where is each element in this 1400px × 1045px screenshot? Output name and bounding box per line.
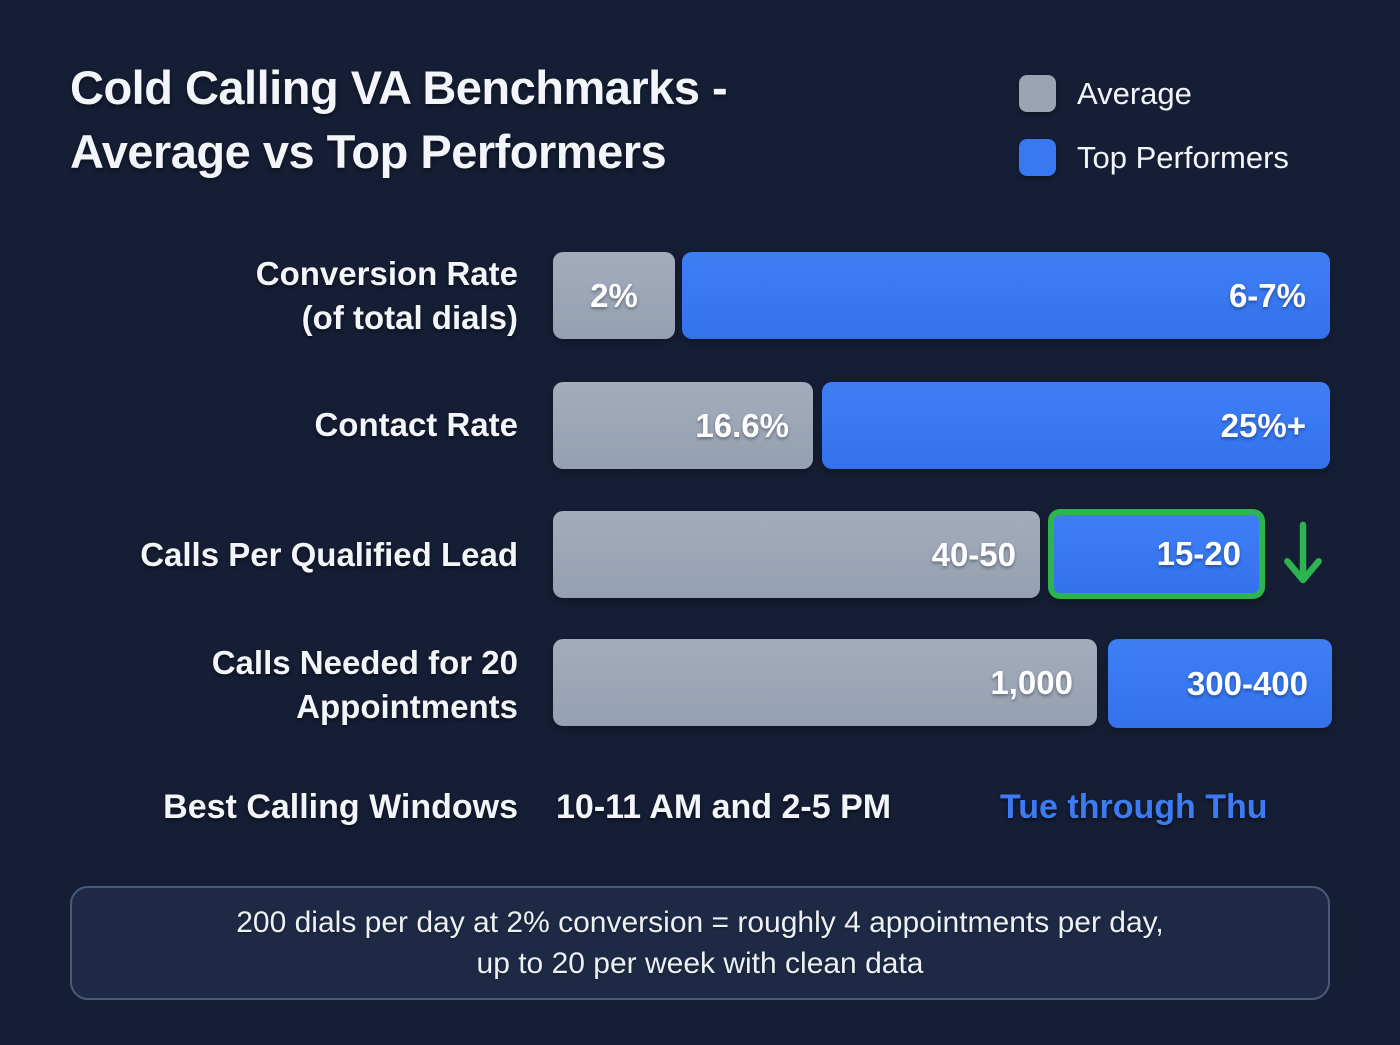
best-calling-windows-hours: 10-11 AM and 2-5 PM	[556, 787, 892, 826]
footnote-line-1: 200 dials per day at 2% conversion = rou…	[236, 905, 1164, 939]
row-label-calls-needed: Calls Needed for 20 Appointments	[211, 643, 518, 725]
bar-average-conversion-rate: 2%	[553, 252, 675, 339]
legend-label-average: Average	[1077, 75, 1192, 111]
bar-top-calls-needed: 300-400	[1108, 639, 1332, 728]
best-calling-windows-days: Tue through Thu	[1000, 787, 1268, 826]
bar-average-calls-per-qualified-lead: 40-50	[553, 511, 1040, 598]
bar-top-conversion-rate: 6-7%	[682, 252, 1330, 339]
bar-average-calls-needed: 1,000	[553, 639, 1097, 726]
row-label-best-calling-windows: Best Calling Windows	[163, 787, 518, 826]
legend-item-average: Average	[1019, 75, 1289, 112]
legend: Average Top Performers	[1019, 75, 1289, 203]
chart-title: Cold Calling VA Benchmarks - Average vs …	[70, 61, 728, 178]
row-label-conversion-rate: Conversion Rate (of total dials)	[255, 254, 518, 336]
legend-item-top-performers: Top Performers	[1019, 139, 1289, 176]
row-label-contact-rate: Contact Rate	[314, 406, 518, 444]
row-label-calls-per-qualified-lead: Calls Per Qualified Lead	[140, 535, 518, 573]
bar-top-contact-rate: 25%+	[822, 382, 1330, 469]
legend-swatch-average-icon	[1019, 75, 1056, 112]
bar-top-calls-per-qualified-lead-highlighted: 15-20	[1048, 509, 1265, 599]
green-down-arrow-icon	[1284, 521, 1322, 584]
footnote-line-2: up to 20 per week with clean data	[476, 947, 924, 980]
legend-label-top-performers: Top Performers	[1077, 139, 1289, 175]
bar-average-contact-rate: 16.6%	[553, 382, 813, 469]
legend-swatch-top-performers-icon	[1019, 139, 1056, 176]
footnote-box: 200 dials per day at 2% conversion = rou…	[70, 886, 1330, 1000]
